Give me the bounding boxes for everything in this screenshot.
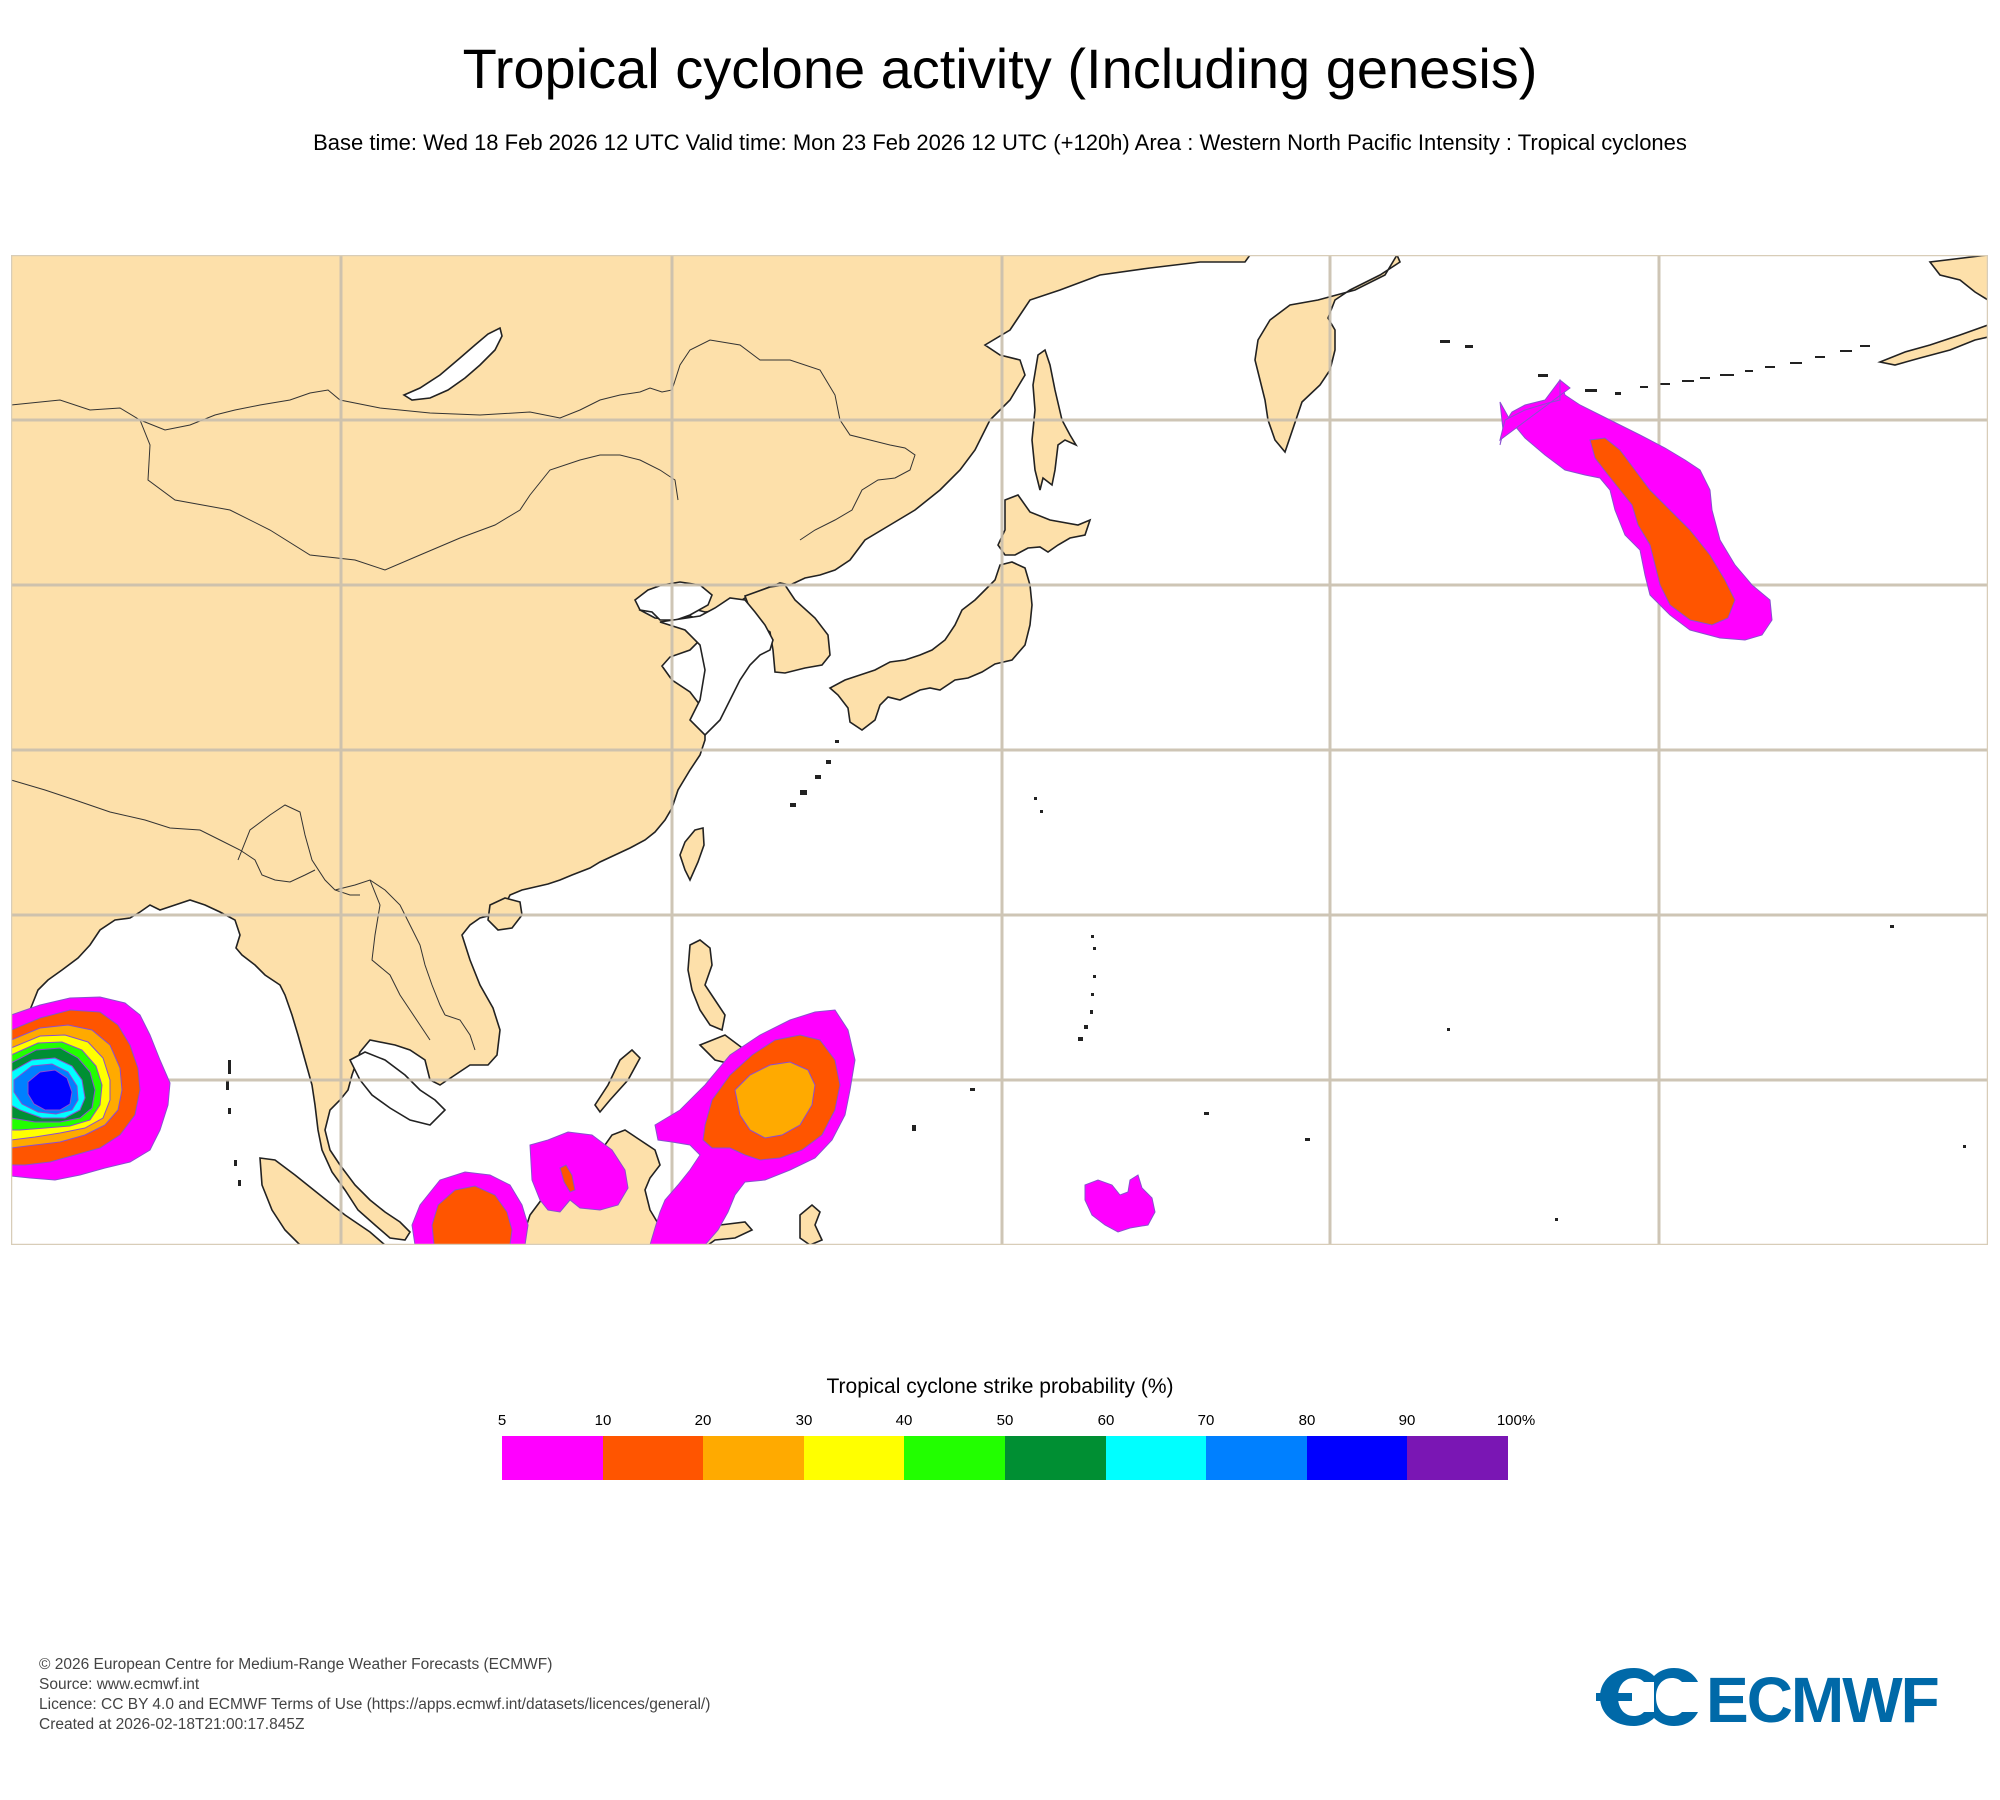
footer-credits: © 2026 European Centre for Medium-Range … <box>39 1655 710 1735</box>
map-canvas <box>11 255 1988 1245</box>
cyclone-north-pacific <box>1499 378 1773 641</box>
legend-tick: 40 <box>895 1412 913 1429</box>
legend-swatch-60-70 <box>1105 1436 1207 1480</box>
legend-tick: 60 <box>1097 1412 1115 1429</box>
licence-text: Licence: CC BY 4.0 and ECMWF Terms of Us… <box>39 1696 711 1713</box>
cyclone-bay-of-bengal <box>11 996 171 1181</box>
legend-swatch-10-20 <box>602 1436 704 1480</box>
pacific-islands <box>790 740 1966 1221</box>
legend-tick: 30 <box>795 1412 813 1429</box>
legend-tick: 100% <box>1496 1412 1536 1429</box>
legend-tick: 90 <box>1398 1412 1416 1429</box>
sea-gulf-of-thailand <box>348 1051 447 1126</box>
legend-tick: 20 <box>694 1412 712 1429</box>
legend-swatch-20-30 <box>703 1436 804 1480</box>
land-japan <box>828 561 1033 731</box>
cyclone-north-borneo <box>529 1131 629 1213</box>
cyclone-philippines <box>649 1009 856 1245</box>
aleutian-islands <box>1440 340 1870 395</box>
copyright-text: © 2026 European Centre for Medium-Range … <box>39 1656 553 1673</box>
legend-tick: 80 <box>1298 1412 1316 1429</box>
chart-title: Tropical cyclone activity (Including gen… <box>462 37 1538 100</box>
ecmwf-logo: ECMWF <box>1596 1662 1976 1736</box>
legend-swatch-90-100 <box>1407 1436 1508 1480</box>
legend-colorbar <box>502 1436 1508 1480</box>
land-halmahera <box>799 1203 824 1245</box>
land-kamchatka <box>1254 255 1402 454</box>
land-taiwan <box>679 826 705 882</box>
land-sumatra <box>259 1157 387 1245</box>
lake-baikal <box>402 326 503 401</box>
andaman-islands <box>226 1060 241 1186</box>
ecmwf-logo-icon: ECMWF <box>1596 1664 1940 1736</box>
logo-text: ECMWF <box>1706 1664 1938 1732</box>
cyclone-micronesia <box>1084 1174 1156 1233</box>
legend-tick: 70 <box>1197 1412 1215 1429</box>
legend-swatch-30-40 <box>803 1436 905 1480</box>
source-text: Source: www.ecmwf.int <box>39 1676 200 1693</box>
legend-tick: 5 <box>497 1412 507 1429</box>
legend-swatch-5-10 <box>502 1436 603 1480</box>
legend-swatch-50-60 <box>1004 1436 1106 1480</box>
land-alaska-peninsula <box>1877 324 1988 366</box>
cyclone-west-borneo <box>411 1171 529 1245</box>
legend-title: Tropical cyclone strike probability (%) <box>826 1375 1174 1398</box>
created-text: Created at 2026-02-18T21:00:17.845Z <box>39 1716 305 1733</box>
map-panel <box>11 255 1988 1245</box>
sea-yellow <box>659 597 774 737</box>
chart-subtitle: Base time: Wed 18 Feb 2026 12 UTC Valid … <box>313 130 1687 155</box>
legend-tick: 10 <box>594 1412 612 1429</box>
legend-swatch-40-50 <box>904 1436 1005 1480</box>
legend-swatch-80-90 <box>1306 1436 1408 1480</box>
land-philippines-luzon <box>687 939 726 1032</box>
legend-tick: 50 <box>996 1412 1014 1429</box>
land-alaska <box>1928 255 1988 301</box>
legend-ticks: 5 10 20 30 40 50 60 70 80 90 100% <box>0 1412 2000 1434</box>
map-frame <box>11 255 1988 1245</box>
legend-swatch-70-80 <box>1206 1436 1307 1480</box>
